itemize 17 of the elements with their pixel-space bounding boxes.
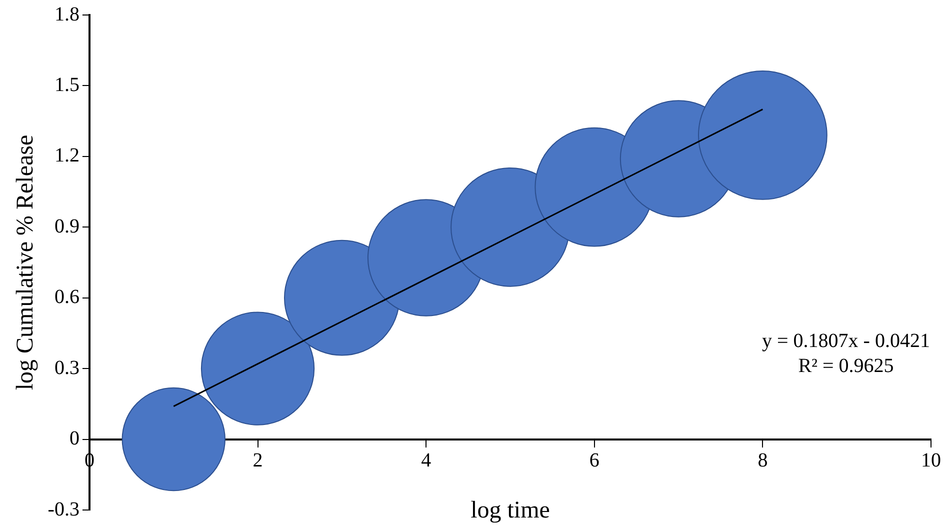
y-axis-title: log Cumulative % Release: [12, 134, 39, 390]
y-tick-label: 1.5: [54, 74, 80, 96]
y-tick-label: 0: [69, 428, 80, 450]
y-tick-label: 1.2: [54, 144, 80, 167]
x-tick-label: 6: [589, 450, 600, 472]
y-tick-label: 0.3: [54, 356, 80, 379]
x-tick-label: 2: [252, 450, 263, 472]
y-tick-label: 1.8: [54, 3, 80, 26]
x-tick-label: 4: [421, 450, 432, 472]
x-axis-title: log time: [470, 497, 550, 524]
y-tick-label: 0.6: [54, 286, 80, 308]
annotation: R² = 0.9625: [798, 354, 894, 377]
y-tick-label: 0.9: [54, 215, 80, 238]
annotation: y = 0.1807x - 0.0421: [762, 330, 930, 352]
y-tick-label: -0.3: [48, 498, 80, 520]
x-tick-label: 10: [921, 450, 941, 472]
x-tick-label: 8: [758, 450, 768, 472]
